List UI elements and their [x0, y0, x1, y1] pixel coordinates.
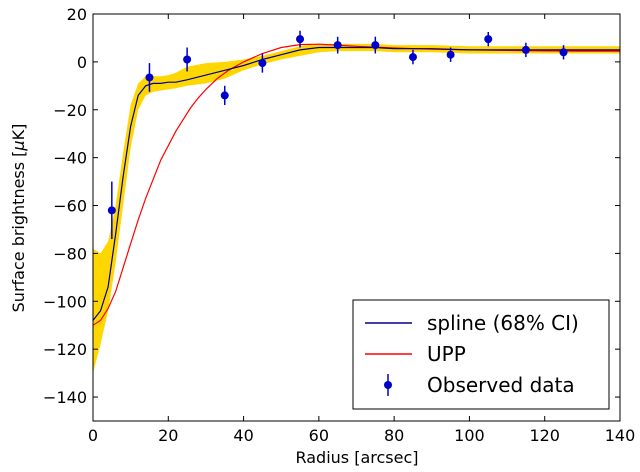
x-axis-label: Radius [arcsec]: [295, 448, 418, 467]
spline-line: [92, 46, 620, 321]
plot-frame: [92, 13, 621, 422]
legend-label-upp: UPP: [427, 342, 466, 366]
data-point: [296, 35, 305, 44]
data-point: [446, 50, 455, 59]
plot-area: [92, 30, 620, 374]
y-tick-label: −140: [43, 388, 87, 407]
x-tick-label: 20: [158, 426, 178, 445]
legend-label-spline: spline (68% CI): [427, 311, 579, 335]
x-tick-label: 140: [605, 426, 636, 445]
x-tick-label: 0: [88, 426, 98, 445]
data-point: [107, 206, 116, 215]
y-tick-label: 0: [77, 53, 87, 72]
x-tick-label: 100: [454, 426, 485, 445]
data-point: [371, 41, 380, 50]
axes: 0 20 40 60 80 100 120 140 −140 −120 −100 −80 −60 −40 −…: [43, 5, 635, 445]
x-tick-label: 60: [309, 426, 329, 445]
y-axis-label-prefix: Surface brightness [: [9, 151, 28, 313]
data-point: [145, 73, 154, 82]
legend-label-data: Observed data: [427, 373, 575, 397]
data-point: [183, 55, 192, 64]
x-tick-label: 120: [529, 426, 560, 445]
data-point: [484, 35, 493, 44]
y-tick-label: −60: [53, 197, 87, 216]
y-tick-label: −120: [43, 340, 87, 359]
y-tick-label: −20: [53, 101, 87, 120]
y-axis-label-mu: μ: [9, 140, 28, 151]
data-point: [408, 53, 417, 62]
y-tick-label: −100: [43, 292, 87, 311]
y-axis-label-suffix: K]: [9, 124, 28, 141]
data-point: [333, 41, 342, 50]
y-tick-label: 20: [67, 5, 87, 24]
x-tick-label: 80: [384, 426, 404, 445]
x-tick-label: 40: [233, 426, 253, 445]
y-tick-label: −80: [53, 244, 87, 263]
y-axis-label: Surface brightness [μK]: [9, 124, 28, 313]
legend: spline (68% CI) UPP Observed data: [352, 299, 610, 410]
data-point: [559, 48, 568, 57]
data-point: [258, 59, 267, 68]
data-point: [220, 91, 229, 100]
data-point: [521, 45, 530, 54]
legend-swatch-data-marker: [384, 381, 392, 389]
y-tick-label: −40: [53, 149, 87, 168]
